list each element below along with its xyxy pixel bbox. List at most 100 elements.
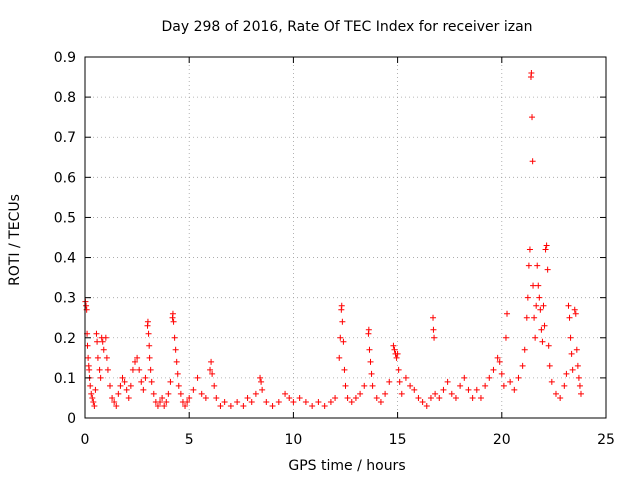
data-point [500, 382, 507, 389]
data-point [165, 390, 172, 397]
data-point [150, 390, 157, 397]
data-point [211, 382, 218, 389]
data-point [452, 394, 459, 401]
data-point [113, 402, 120, 409]
x-tick-label: 0 [81, 432, 90, 448]
data-point [136, 366, 143, 373]
data-point [533, 302, 540, 309]
data-point [486, 374, 493, 381]
data-point [568, 350, 575, 357]
data-point [537, 306, 544, 313]
data-point [339, 318, 346, 325]
y-tick-label: 0.1 [54, 371, 76, 387]
y-tick-label: 0.6 [54, 170, 76, 186]
data-point [154, 402, 161, 409]
data-point [111, 398, 118, 405]
data-point [207, 366, 214, 373]
data-point [573, 346, 580, 353]
data-point [99, 338, 106, 345]
data-point [482, 382, 489, 389]
data-point [96, 366, 103, 373]
data-point [529, 114, 536, 121]
data-point [575, 374, 582, 381]
y-tick-label: 0.9 [54, 50, 76, 66]
data-point [138, 378, 145, 385]
data-point [498, 370, 505, 377]
data-point [302, 398, 309, 405]
data-point [248, 398, 255, 405]
grid [85, 57, 606, 418]
x-tick-label: 10 [284, 432, 302, 448]
data-point [172, 346, 179, 353]
data-point [367, 358, 374, 365]
data-point [88, 390, 95, 397]
data-point [144, 318, 151, 325]
data-point [440, 386, 447, 393]
data-point [221, 398, 228, 405]
data-point [342, 382, 349, 389]
data-point [546, 362, 553, 369]
data-point [386, 378, 393, 385]
data-point [576, 382, 583, 389]
data-point [177, 390, 184, 397]
data-point [519, 362, 526, 369]
x-tick-label: 15 [389, 432, 407, 448]
data-point [140, 386, 147, 393]
x-axis-title: GPS time / hours [288, 458, 405, 474]
data-point [391, 346, 398, 353]
data-point [86, 366, 93, 373]
data-point [396, 378, 403, 385]
data-point [157, 398, 164, 405]
data-point [159, 394, 166, 401]
data-point [332, 394, 339, 401]
data-point [173, 358, 180, 365]
data-point [244, 394, 251, 401]
data-point [541, 322, 548, 329]
data-point [344, 394, 351, 401]
data-point [539, 338, 546, 345]
data-point [490, 366, 497, 373]
data-point [125, 394, 132, 401]
data-point [132, 358, 139, 365]
data-point [90, 398, 97, 405]
y-tick-label: 0.3 [54, 291, 76, 307]
data-point [167, 378, 174, 385]
data-point [377, 398, 384, 405]
data-point [548, 378, 555, 385]
data-point [566, 314, 573, 321]
data-point [563, 370, 570, 377]
axis-ticks: 0 0.1 0.2 0.3 0.4 0.5 0.6 0.7 0.8 0.9 0 5 10 15 20 25 [54, 50, 615, 448]
data-point [572, 310, 579, 317]
data-point [115, 390, 122, 397]
data-point [263, 398, 270, 405]
data-point [340, 338, 347, 345]
data-point [569, 366, 576, 373]
data-point [336, 354, 343, 361]
data-point [431, 334, 438, 341]
data-point [515, 374, 522, 381]
data-point [526, 246, 533, 253]
data-point [282, 390, 289, 397]
data-point [83, 302, 90, 309]
data-point [352, 394, 359, 401]
data-point [129, 366, 136, 373]
data-point [538, 326, 545, 333]
data-point [213, 394, 220, 401]
data-point [309, 402, 316, 409]
data-point [473, 386, 480, 393]
data-point [427, 394, 434, 401]
x-tick-label: 5 [185, 432, 194, 448]
y-tick-label: 0.7 [54, 130, 76, 146]
data-points [82, 70, 584, 409]
data-point [534, 262, 541, 269]
data-point [368, 370, 375, 377]
data-point [102, 334, 109, 341]
data-point [315, 398, 322, 405]
data-point [394, 350, 401, 357]
data-point [337, 334, 344, 341]
data-point [504, 310, 511, 317]
data-point [407, 382, 414, 389]
data-point [146, 354, 153, 361]
data-point [382, 390, 389, 397]
